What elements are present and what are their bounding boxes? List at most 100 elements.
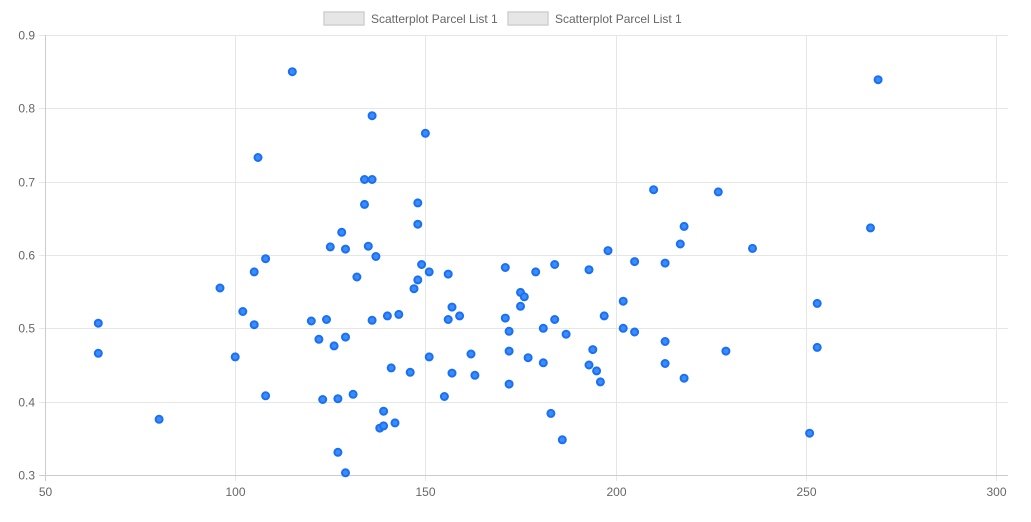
data-point[interactable]: [333, 447, 343, 457]
data-point[interactable]: [238, 307, 248, 316]
data-point[interactable]: [538, 323, 548, 333]
data-point[interactable]: [417, 260, 427, 269]
data-point[interactable]: [531, 267, 541, 277]
data-point[interactable]: [713, 187, 723, 197]
data-point[interactable]: [360, 199, 369, 209]
data-point[interactable]: [523, 353, 533, 363]
data-point[interactable]: [424, 267, 434, 277]
legend-label-2[interactable]: Scatterplot Parcel List 1: [555, 12, 682, 26]
data-point[interactable]: [249, 320, 259, 330]
data-point[interactable]: [93, 318, 103, 328]
data-point[interactable]: [386, 363, 396, 373]
data-point[interactable]: [660, 258, 670, 268]
data-point[interactable]: [249, 267, 259, 277]
data-point[interactable]: [595, 377, 605, 387]
data-point[interactable]: [253, 153, 263, 162]
data-point[interactable]: [447, 302, 457, 312]
data-point[interactable]: [679, 221, 689, 231]
data-point[interactable]: [584, 360, 594, 370]
data-point[interactable]: [333, 394, 343, 404]
data-point[interactable]: [394, 309, 404, 319]
data-point[interactable]: [630, 257, 640, 267]
data-point[interactable]: [588, 345, 598, 355]
legend-swatch-2[interactable]: [507, 11, 549, 26]
data-point[interactable]: [447, 368, 457, 378]
legend-swatch-1[interactable]: [323, 11, 365, 26]
data-point[interactable]: [348, 389, 358, 399]
data-point[interactable]: [516, 301, 525, 311]
data-point[interactable]: [748, 243, 757, 253]
data-point[interactable]: [337, 227, 347, 237]
data-point[interactable]: [390, 418, 400, 428]
data-point[interactable]: [812, 298, 822, 308]
data-point[interactable]: [261, 254, 271, 264]
data-point[interactable]: [329, 341, 339, 351]
data-point[interactable]: [341, 244, 350, 254]
data-point[interactable]: [538, 358, 548, 368]
data-point[interactable]: [367, 111, 377, 121]
data-point[interactable]: [550, 260, 560, 269]
data-point[interactable]: [466, 349, 476, 359]
data-point[interactable]: [660, 359, 670, 368]
data-point[interactable]: [618, 296, 628, 306]
data-point[interactable]: [504, 346, 514, 356]
data-point[interactable]: [314, 334, 324, 344]
data-point[interactable]: [261, 391, 271, 401]
data-point[interactable]: [584, 265, 594, 275]
data-point[interactable]: [287, 67, 297, 77]
data-point[interactable]: [413, 219, 423, 229]
data-point[interactable]: [455, 311, 465, 321]
data-point[interactable]: [363, 241, 373, 251]
data-point[interactable]: [322, 315, 331, 324]
data-point[interactable]: [405, 367, 415, 377]
data-point[interactable]: [413, 198, 423, 208]
data-point[interactable]: [630, 327, 640, 337]
data-point[interactable]: [561, 329, 571, 339]
data-point[interactable]: [675, 239, 685, 249]
data-point[interactable]: [599, 311, 609, 321]
data-point[interactable]: [409, 284, 419, 294]
data-point[interactable]: [341, 332, 350, 342]
data-point[interactable]: [812, 342, 822, 352]
data-point[interactable]: [318, 395, 328, 404]
data-point[interactable]: [592, 366, 602, 376]
data-point[interactable]: [154, 414, 164, 424]
data-point[interactable]: [557, 435, 567, 445]
data-point[interactable]: [500, 263, 510, 272]
data-point[interactable]: [470, 370, 480, 380]
data-point[interactable]: [306, 316, 316, 326]
data-point[interactable]: [215, 283, 225, 293]
data-point[interactable]: [382, 311, 392, 321]
legend-label-1[interactable]: Scatterplot Parcel List 1: [371, 12, 498, 26]
data-point[interactable]: [379, 421, 389, 431]
data-point[interactable]: [504, 326, 514, 336]
data-point[interactable]: [325, 242, 335, 252]
data-point[interactable]: [413, 275, 423, 285]
data-point[interactable]: [519, 292, 529, 302]
data-point[interactable]: [360, 175, 369, 184]
data-point[interactable]: [379, 406, 389, 416]
data-point[interactable]: [546, 408, 556, 418]
data-point[interactable]: [352, 272, 362, 282]
data-point[interactable]: [721, 346, 731, 356]
data-point[interactable]: [230, 352, 240, 362]
data-point[interactable]: [805, 428, 815, 438]
data-point[interactable]: [367, 175, 377, 184]
data-point[interactable]: [341, 468, 350, 478]
data-point[interactable]: [649, 185, 659, 195]
data-point[interactable]: [93, 348, 103, 358]
data-point[interactable]: [550, 315, 560, 324]
data-point[interactable]: [873, 75, 883, 85]
data-point[interactable]: [367, 315, 377, 325]
data-point[interactable]: [371, 252, 381, 261]
data-point[interactable]: [420, 128, 430, 138]
data-point[interactable]: [500, 313, 510, 323]
data-point[interactable]: [679, 373, 689, 383]
data-point[interactable]: [603, 246, 613, 256]
data-point[interactable]: [866, 223, 875, 233]
data-point[interactable]: [439, 392, 449, 401]
data-point[interactable]: [443, 315, 453, 324]
data-point[interactable]: [660, 337, 670, 346]
data-point[interactable]: [443, 269, 453, 279]
data-point[interactable]: [618, 323, 628, 333]
